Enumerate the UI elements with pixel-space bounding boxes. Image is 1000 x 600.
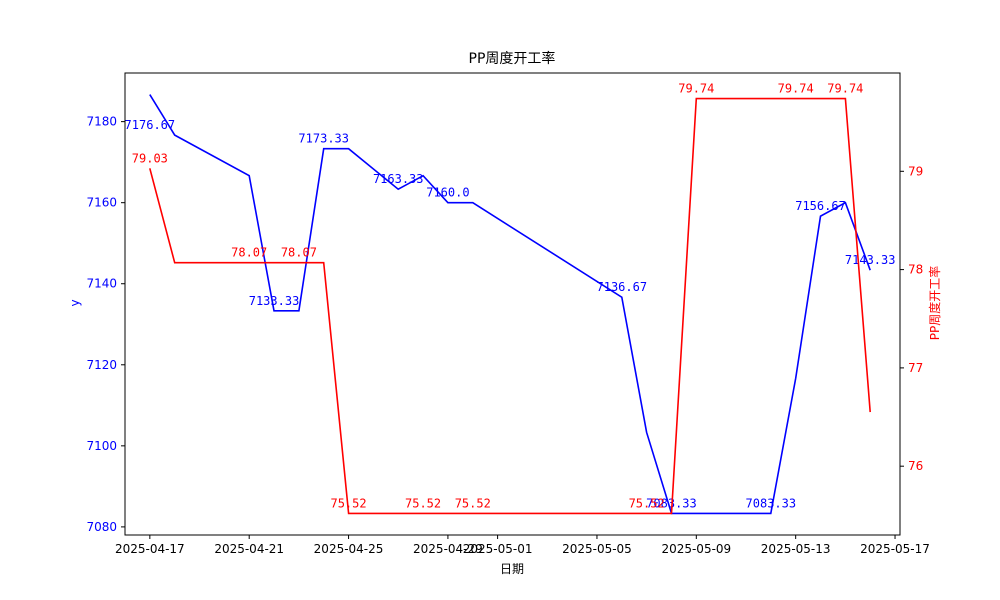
x-axis-label: 日期 bbox=[500, 562, 524, 576]
x-tick-label: 2025-04-17 bbox=[115, 542, 185, 556]
utilization-data-label: 78.07 bbox=[231, 246, 267, 260]
utilization-data-label: 79.03 bbox=[132, 151, 168, 165]
y-series-line bbox=[149, 94, 871, 515]
utilization-data-label: 79.74 bbox=[778, 82, 814, 96]
left-y-tick-label: 7100 bbox=[86, 439, 117, 453]
x-tick-label: 2025-05-09 bbox=[661, 542, 731, 556]
right-y-tick-label: 79 bbox=[908, 164, 923, 178]
y-data-label: 7133.33 bbox=[249, 294, 300, 308]
y-data-label: 7143.33 bbox=[845, 253, 896, 267]
right-y-tick-label: 78 bbox=[908, 263, 923, 277]
x-tick-label: 2025-04-21 bbox=[214, 542, 284, 556]
left-y-tick-label: 7140 bbox=[86, 277, 117, 291]
y-data-label: 7163.33 bbox=[373, 172, 424, 186]
y-data-label: 7156.67 bbox=[795, 199, 846, 213]
left-y-tick-label: 7160 bbox=[86, 196, 117, 210]
utilization-data-label: 75.52 bbox=[629, 496, 665, 510]
y-data-label: 7136.67 bbox=[597, 280, 648, 294]
right-y-tick-label: 77 bbox=[908, 361, 923, 375]
left-axis-label: y bbox=[68, 299, 82, 306]
x-tick-label: 2025-05-13 bbox=[761, 542, 831, 556]
y-data-label: 7176.67 bbox=[125, 118, 176, 132]
utilization-data-label: 75.52 bbox=[330, 496, 366, 510]
utilization-data-label: 78.07 bbox=[281, 246, 317, 260]
utilization-data-label: 79.74 bbox=[678, 82, 714, 96]
utilization-data-label: 79.74 bbox=[827, 82, 863, 96]
y-data-label: 7083.33 bbox=[746, 496, 797, 510]
utilization-data-label: 75.52 bbox=[405, 496, 441, 510]
left-y-tick-label: 7120 bbox=[86, 358, 117, 372]
x-tick-label: 2025-05-01 bbox=[463, 542, 533, 556]
y-data-label: 7160.0 bbox=[426, 186, 469, 200]
plot-layer: 2025-04-17 2025-04-21 2025-04-25 2025-04-29… bbox=[86, 82, 929, 556]
right-axis-label: PP周度开工率 bbox=[927, 266, 942, 340]
x-tick-label: 2025-04-29 bbox=[413, 542, 483, 556]
utilization-data-label: 75.52 bbox=[455, 496, 491, 510]
utilization-series-line bbox=[149, 97, 871, 515]
plot-frame bbox=[124, 72, 901, 536]
x-tick-label: 2025-05-17 bbox=[860, 542, 930, 556]
x-tick-label: 2025-05-05 bbox=[562, 542, 632, 556]
right-y-tick-label: 76 bbox=[908, 459, 923, 473]
chart-title: PP周度开工率 bbox=[469, 50, 556, 67]
x-tick-label: 2025-04-25 bbox=[314, 542, 384, 556]
left-y-tick-label: 7080 bbox=[86, 520, 117, 534]
left-y-tick-label: 7180 bbox=[86, 115, 117, 129]
y-data-label: 7173.33 bbox=[298, 132, 349, 146]
